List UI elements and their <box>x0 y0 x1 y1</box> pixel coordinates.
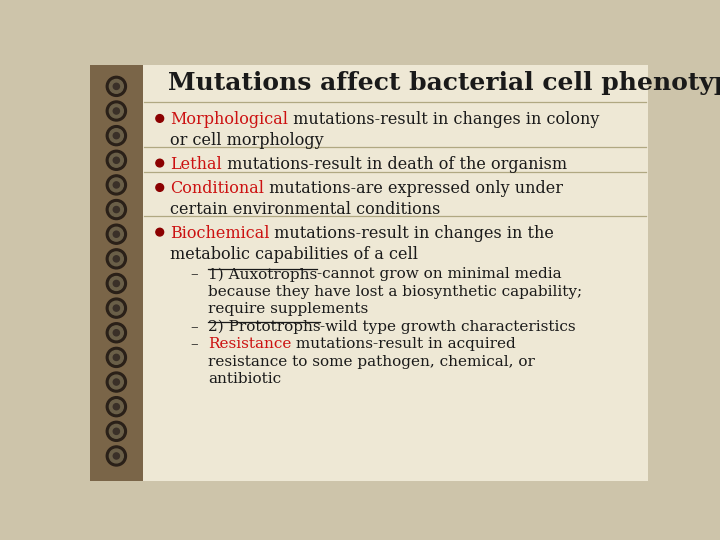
Circle shape <box>113 157 120 164</box>
Circle shape <box>109 252 123 266</box>
Circle shape <box>113 305 120 311</box>
Text: antibiotic: antibiotic <box>208 372 281 386</box>
Circle shape <box>109 129 123 143</box>
Circle shape <box>107 372 127 392</box>
Circle shape <box>107 421 127 441</box>
Circle shape <box>113 182 120 188</box>
Text: -cannot grow on minimal media: -cannot grow on minimal media <box>317 267 562 281</box>
Circle shape <box>113 354 120 361</box>
Text: or cell morphology: or cell morphology <box>170 132 323 149</box>
Circle shape <box>109 400 123 414</box>
FancyBboxPatch shape <box>143 65 648 481</box>
Circle shape <box>109 301 123 315</box>
Text: 2) Prototrophs: 2) Prototrophs <box>208 320 320 334</box>
FancyBboxPatch shape <box>90 65 143 481</box>
Circle shape <box>109 350 123 365</box>
Circle shape <box>107 249 127 269</box>
Text: require supplements: require supplements <box>208 302 368 316</box>
Text: -wild type growth characteristics: -wild type growth characteristics <box>320 320 576 334</box>
Circle shape <box>113 256 120 262</box>
Circle shape <box>109 79 123 93</box>
Text: mutations-result in death of the organism: mutations-result in death of the organis… <box>222 156 567 173</box>
Circle shape <box>107 347 127 367</box>
Circle shape <box>109 202 123 217</box>
Circle shape <box>113 403 120 410</box>
Circle shape <box>156 184 163 191</box>
Circle shape <box>109 449 123 463</box>
Text: Lethal: Lethal <box>170 156 222 173</box>
Circle shape <box>107 298 127 318</box>
Circle shape <box>113 108 120 114</box>
Text: –: – <box>191 267 199 281</box>
Text: 1) Auxotrophs: 1) Auxotrophs <box>208 267 317 281</box>
Circle shape <box>107 446 127 466</box>
Text: Conditional: Conditional <box>170 180 264 197</box>
Text: mutations-result in acquired: mutations-result in acquired <box>291 337 516 351</box>
Circle shape <box>107 150 127 170</box>
Text: resistance to some pathogen, chemical, or: resistance to some pathogen, chemical, o… <box>208 355 535 369</box>
Text: certain environmental conditions: certain environmental conditions <box>170 201 440 218</box>
Text: mutations-result in changes in the: mutations-result in changes in the <box>269 225 554 242</box>
Circle shape <box>113 379 120 385</box>
Circle shape <box>107 224 127 244</box>
Circle shape <box>109 227 123 241</box>
Circle shape <box>109 153 123 167</box>
Circle shape <box>109 424 123 438</box>
Circle shape <box>113 428 120 434</box>
Circle shape <box>107 323 127 343</box>
Circle shape <box>156 159 163 167</box>
Circle shape <box>109 178 123 192</box>
Text: Mutations affect bacterial cell phenotype: Mutations affect bacterial cell phenotyp… <box>168 71 720 95</box>
Text: Morphological: Morphological <box>170 111 288 128</box>
Circle shape <box>107 200 127 220</box>
Circle shape <box>109 375 123 389</box>
Circle shape <box>107 76 127 96</box>
Circle shape <box>107 101 127 121</box>
Circle shape <box>109 326 123 340</box>
Text: –: – <box>191 320 199 334</box>
Circle shape <box>113 280 120 287</box>
Circle shape <box>109 104 123 118</box>
Circle shape <box>109 276 123 291</box>
Circle shape <box>156 228 163 236</box>
Circle shape <box>107 273 127 294</box>
Text: –: – <box>191 337 199 351</box>
Circle shape <box>113 83 120 90</box>
Text: because they have lost a biosynthetic capability;: because they have lost a biosynthetic ca… <box>208 285 582 299</box>
Circle shape <box>113 453 120 459</box>
Circle shape <box>107 397 127 417</box>
Circle shape <box>113 231 120 237</box>
Text: Resistance: Resistance <box>208 337 291 351</box>
Text: mutations-result in changes in colony: mutations-result in changes in colony <box>288 111 599 128</box>
Circle shape <box>107 126 127 146</box>
Circle shape <box>113 132 120 139</box>
Text: metabolic capabilities of a cell: metabolic capabilities of a cell <box>170 246 418 263</box>
Circle shape <box>156 114 163 122</box>
Circle shape <box>107 175 127 195</box>
Text: Biochemical: Biochemical <box>170 225 269 242</box>
Circle shape <box>113 330 120 336</box>
Text: mutations-are expressed only under: mutations-are expressed only under <box>264 180 563 197</box>
Circle shape <box>113 206 120 213</box>
